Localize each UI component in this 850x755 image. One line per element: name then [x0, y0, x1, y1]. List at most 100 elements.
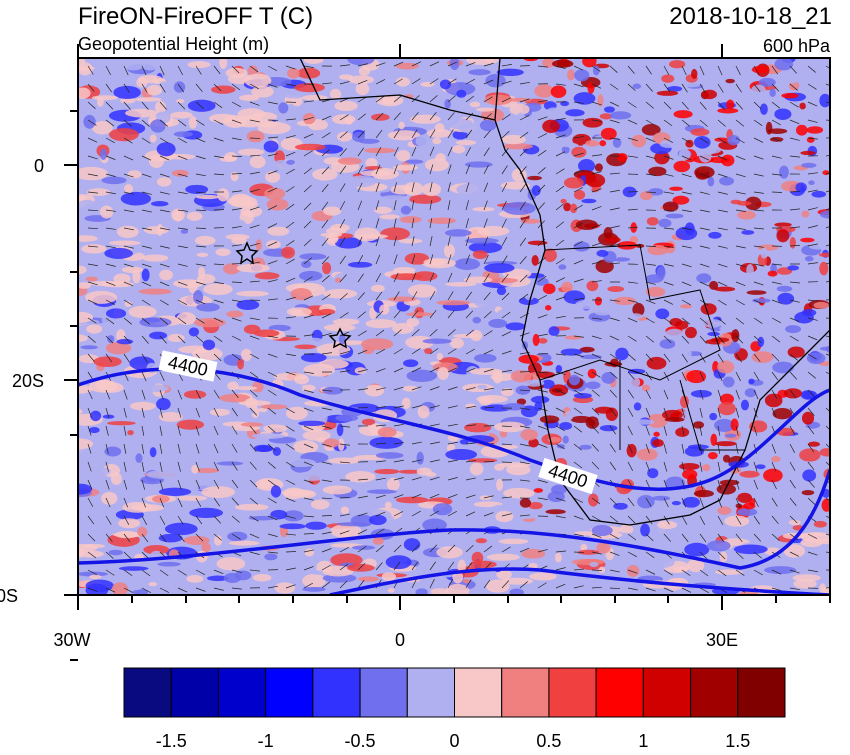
field-patch [97, 382, 124, 393]
field-patch [209, 114, 236, 123]
field-patch [353, 433, 359, 441]
field-patch [585, 381, 600, 389]
field-patch [188, 100, 216, 112]
field-patch [172, 170, 189, 177]
field-patch [187, 212, 203, 221]
field-patch [337, 522, 371, 526]
field-patch [725, 79, 735, 83]
field-patch [264, 188, 285, 200]
field-patch [156, 398, 171, 410]
field-patch [118, 518, 140, 528]
field-patch [226, 234, 250, 240]
field-patch [435, 123, 445, 132]
field-patch [552, 60, 573, 68]
field-patch [815, 383, 825, 388]
field-patch [214, 535, 222, 545]
field-patch [401, 206, 411, 215]
field-patch [380, 227, 410, 240]
field-patch [585, 174, 605, 188]
field-patch [517, 113, 524, 121]
field-patch [565, 411, 573, 420]
colorbar-box [171, 668, 218, 717]
field-patch [595, 297, 602, 306]
field-patch [122, 160, 138, 170]
field-patch [800, 538, 822, 547]
field-patch [107, 335, 114, 343]
field-patch [765, 394, 783, 408]
field-patch [580, 347, 595, 353]
field-patch [106, 308, 126, 318]
field-patch [600, 436, 620, 445]
colorbar-box [266, 668, 313, 717]
field-patch [404, 521, 418, 532]
field-patch [295, 144, 326, 151]
field-patch [159, 488, 191, 496]
field-patch [415, 135, 430, 147]
field-patch [670, 349, 691, 358]
field-patch [250, 156, 266, 169]
field-patch [708, 232, 721, 239]
field-patch [665, 417, 685, 422]
field-patch [569, 375, 580, 386]
field-patch [341, 506, 349, 514]
field-patch [225, 68, 247, 78]
field-patch [551, 86, 567, 98]
field-patch [139, 289, 173, 295]
field-patch [473, 250, 488, 259]
field-patch [146, 470, 179, 479]
field-patch [294, 344, 316, 349]
field-patch [274, 582, 295, 593]
field-patch [484, 263, 514, 273]
colorbar-box [218, 668, 265, 717]
field-patch [628, 369, 645, 374]
field-patch [745, 388, 757, 397]
field-patch [244, 74, 271, 88]
field-patch [468, 69, 490, 75]
field-patch [669, 318, 682, 326]
field-patch [452, 145, 465, 153]
field-patch [245, 398, 258, 409]
field-patch [770, 507, 783, 513]
field-patch [389, 363, 402, 371]
field-patch [440, 79, 451, 89]
field-patch [299, 271, 322, 281]
field-patch [694, 166, 714, 178]
level: 600 hPa [763, 36, 831, 56]
field-patch [468, 458, 498, 462]
field-patch [247, 131, 265, 143]
field-patch [807, 137, 815, 143]
field-patch [470, 462, 484, 475]
field-patch [358, 576, 379, 581]
field-patch [337, 423, 344, 436]
field-patch [254, 329, 280, 337]
field-patch [254, 561, 275, 568]
field-patch [67, 312, 93, 323]
field-patch [691, 128, 710, 136]
field-patch [488, 319, 507, 328]
field-patch [189, 508, 223, 518]
field-patch [772, 362, 794, 374]
field-patch [796, 125, 808, 136]
field-patch [480, 120, 496, 131]
field-patch [241, 349, 252, 361]
field-patch [521, 219, 541, 224]
field-patch [802, 211, 810, 218]
field-patch [758, 244, 779, 250]
field-patch [356, 83, 370, 95]
field-patch [184, 390, 206, 398]
field-patch [73, 235, 98, 242]
field-patch [763, 469, 783, 483]
field-patch [385, 502, 392, 509]
field-patch [304, 187, 323, 197]
colorbar-box [738, 668, 785, 717]
field-patch [176, 99, 184, 103]
field-patch [556, 365, 563, 373]
field-patch [774, 58, 793, 71]
colorbar-box [455, 668, 502, 717]
field-patch [627, 565, 640, 577]
field-patch [100, 149, 107, 160]
field-patch [127, 430, 134, 435]
field-patch [661, 74, 674, 82]
field-patch [599, 567, 606, 574]
